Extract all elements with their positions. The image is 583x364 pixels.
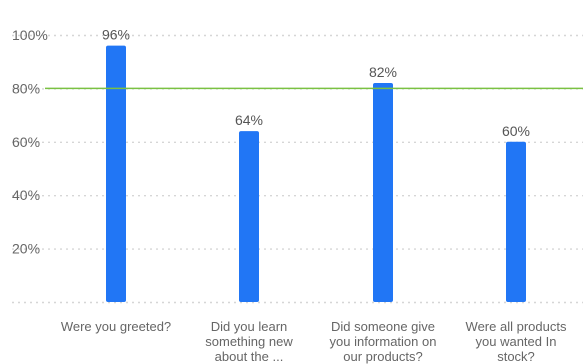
gridlines [12,34,583,304]
category-label: Did you learn something new about the ... [205,319,293,364]
value-label: 82% [369,64,397,80]
category-label: Were all products you wanted In stock? [466,319,567,364]
bar [506,141,526,302]
y-tick-label: 20% [12,241,40,257]
category-label: Did someone give you information on our pr… [330,319,437,364]
value-label: 64% [235,112,263,128]
y-tick-label: 40% [12,187,40,203]
y-tick-label: 100% [12,27,48,43]
x-axis-labels: Were you greeted? Did you learn something … [61,319,567,364]
bar [239,131,259,302]
category-label: Were you greeted? [61,319,171,334]
y-tick-label: 60% [12,134,40,150]
value-label: 96% [102,27,130,43]
bar [373,83,393,302]
value-labels: 96% 64% 82% 60% [102,27,530,139]
y-axis-ticks: 20% 40% 60% 80% 100% [12,27,48,257]
y-tick-label: 80% [12,80,40,96]
bars [106,45,526,303]
value-label: 60% [502,123,530,139]
bar [106,45,126,303]
